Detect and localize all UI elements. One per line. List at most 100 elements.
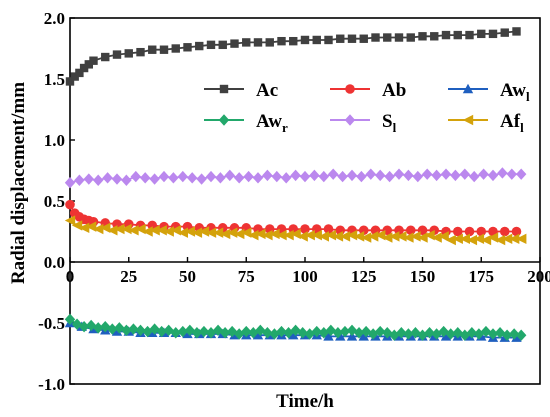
data-point-sl bbox=[328, 168, 339, 180]
data-point-sl bbox=[281, 172, 292, 184]
data-point-sl bbox=[318, 170, 329, 183]
data-point-sl bbox=[83, 173, 94, 185]
data-point-afl bbox=[339, 231, 351, 242]
data-point-sl bbox=[412, 170, 423, 183]
x-tick-label: 25 bbox=[120, 267, 137, 286]
axes: 0 25 50 75 100 125 150 175 200 -1.0 -0.5 0.0 0.5 1.0 1… bbox=[38, 9, 550, 394]
series-afl bbox=[64, 215, 527, 246]
data-point-afl bbox=[255, 228, 266, 240]
data-point-ac bbox=[347, 34, 357, 43]
data-point-afl bbox=[149, 225, 160, 236]
data-point-awl bbox=[440, 331, 452, 341]
data-point-ac bbox=[171, 44, 180, 53]
data-point-afl bbox=[128, 225, 139, 236]
data-point-awr bbox=[191, 327, 203, 339]
data-point-ac bbox=[488, 29, 498, 39]
data-point-sl bbox=[309, 169, 320, 182]
data-point-ac bbox=[441, 30, 451, 40]
x-tick-label: 200 bbox=[527, 267, 550, 286]
legend-marker-sl bbox=[344, 114, 356, 126]
data-point-afl bbox=[438, 231, 449, 242]
data-point-awl bbox=[111, 326, 123, 336]
legend-marker-awl bbox=[462, 83, 474, 94]
data-point-afl bbox=[396, 231, 407, 242]
data-point-ab bbox=[65, 199, 75, 210]
data-point-sl bbox=[196, 173, 207, 185]
data-point-afl bbox=[234, 228, 245, 240]
legend-item-sl: Sl bbox=[330, 111, 397, 135]
data-point-afl bbox=[403, 232, 414, 243]
data-point-awr bbox=[93, 322, 104, 334]
data-point-ab bbox=[323, 224, 334, 234]
data-point-ab bbox=[452, 226, 463, 237]
data-point-awr bbox=[375, 325, 386, 338]
data-point-sl bbox=[187, 172, 198, 184]
data-point-sl bbox=[356, 170, 367, 183]
data-point-awl bbox=[358, 331, 369, 341]
legend-marker-ab bbox=[345, 84, 355, 94]
data-point-awr bbox=[424, 327, 435, 339]
data-point-ac bbox=[148, 45, 157, 54]
data-point-sl bbox=[346, 169, 358, 182]
data-point-ac bbox=[75, 68, 84, 78]
y-tick-label: 1.0 bbox=[44, 131, 65, 150]
data-point-sl bbox=[506, 168, 517, 180]
data-point-ac bbox=[394, 33, 404, 42]
data-point-ac bbox=[112, 50, 122, 59]
data-point-ac bbox=[159, 45, 169, 54]
data-point-awr bbox=[332, 327, 344, 339]
data-point-afl bbox=[325, 229, 337, 241]
data-point-sl bbox=[299, 170, 311, 183]
data-point-afl bbox=[93, 223, 104, 235]
data-point-sl bbox=[74, 174, 85, 186]
data-point-afl bbox=[107, 225, 118, 236]
legend-label-ac: Ac bbox=[256, 80, 278, 101]
data-point-sl bbox=[384, 170, 395, 183]
data-point-sl bbox=[487, 169, 499, 182]
data-point-ac bbox=[453, 30, 462, 40]
y-tick-label: -1.0 bbox=[38, 375, 65, 394]
legend-item-afl: Afl bbox=[448, 111, 524, 135]
data-point-awr bbox=[501, 329, 513, 341]
data-point-ac bbox=[265, 38, 274, 47]
series-layer bbox=[64, 27, 527, 342]
legend-label-awl: Awl bbox=[500, 80, 530, 104]
data-point-sl bbox=[422, 168, 433, 180]
data-point-ac bbox=[324, 35, 333, 45]
data-point-awr bbox=[177, 325, 188, 338]
data-point-awr bbox=[262, 327, 273, 339]
data-point-awr bbox=[311, 325, 322, 338]
data-point-afl bbox=[212, 227, 224, 238]
data-point-awr bbox=[516, 329, 527, 341]
data-point-awr bbox=[508, 328, 520, 340]
data-point-sl bbox=[130, 170, 141, 183]
data-point-afl bbox=[353, 231, 365, 242]
data-point-sl bbox=[337, 170, 348, 183]
legend-item-ab: Ab bbox=[330, 80, 406, 101]
data-point-ac bbox=[359, 34, 368, 43]
data-point-awr bbox=[353, 327, 365, 339]
data-point-ac bbox=[242, 38, 251, 47]
data-point-awr bbox=[339, 325, 351, 338]
data-point-afl bbox=[156, 225, 167, 236]
legend-marker-awr bbox=[218, 114, 230, 126]
data-point-sl bbox=[205, 170, 217, 183]
data-point-sl bbox=[149, 173, 160, 185]
data-point-sl bbox=[243, 170, 254, 183]
data-point-ac bbox=[500, 28, 509, 37]
data-point-sl bbox=[224, 169, 235, 182]
data-point-afl bbox=[297, 231, 308, 242]
data-point-ac bbox=[300, 35, 310, 45]
data-point-afl bbox=[262, 229, 273, 241]
data-point-sl bbox=[375, 169, 386, 182]
legend-item-awl: Awl bbox=[448, 80, 530, 104]
data-point-awr bbox=[297, 327, 308, 339]
data-point-ac bbox=[218, 40, 227, 50]
legend-label-sl: Sl bbox=[382, 111, 397, 135]
data-point-awr bbox=[241, 325, 252, 338]
data-point-afl bbox=[64, 215, 76, 226]
data-point-ac bbox=[65, 77, 75, 86]
data-point-ac bbox=[430, 32, 439, 41]
data-point-afl bbox=[226, 227, 238, 238]
data-point-sl bbox=[403, 169, 414, 182]
